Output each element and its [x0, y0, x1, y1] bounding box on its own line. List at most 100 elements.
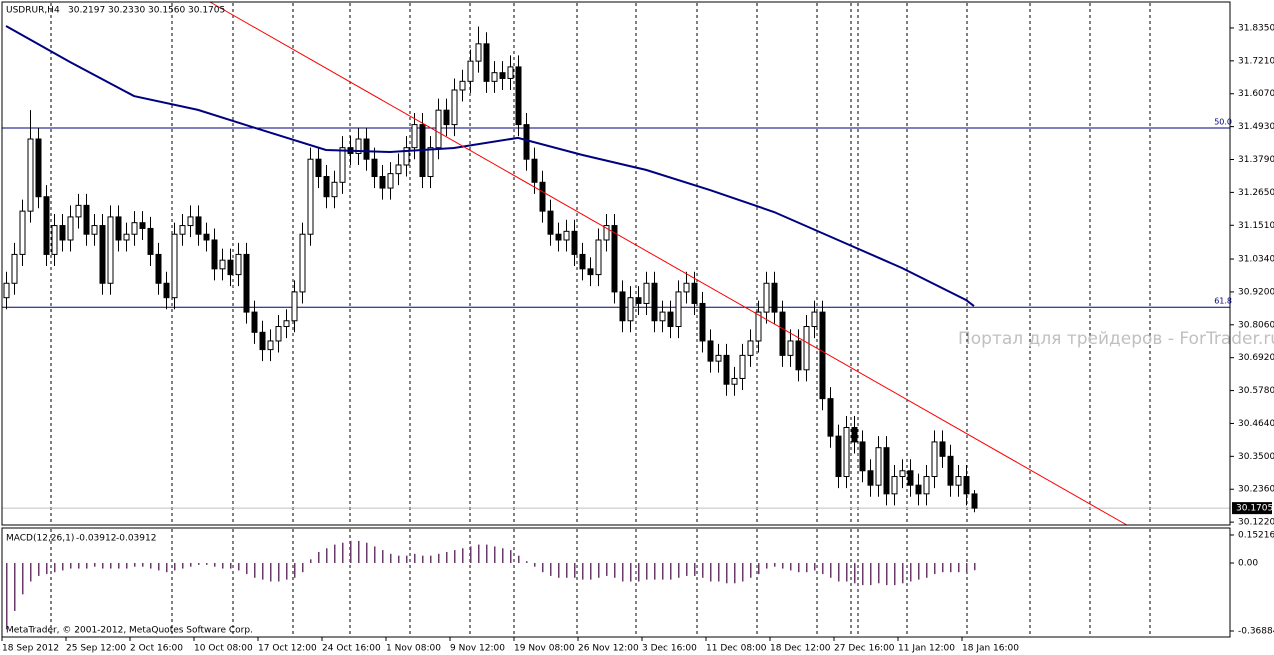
macd-bar [270, 563, 272, 582]
candle-body [187, 216, 194, 227]
candle-body [203, 233, 210, 241]
macd-bar [470, 546, 472, 564]
candle-body [467, 60, 474, 82]
macd-bar [398, 555, 400, 564]
candle-body [491, 72, 498, 82]
macd-bar [614, 563, 616, 578]
y-tick-label: 30.4640 [1238, 419, 1274, 429]
candle-body [267, 340, 274, 351]
x-tick-label: 25 Sep 12:00 [66, 644, 126, 654]
candle-body [651, 282, 658, 322]
y-tick-label: 30.3500 [1238, 452, 1274, 462]
candle-body [571, 230, 578, 255]
macd-bar [286, 563, 288, 580]
macd-bar [390, 553, 392, 564]
candle-body [667, 311, 674, 328]
fibo-level-label: 61.8 [1214, 297, 1232, 306]
macd-bar [30, 563, 32, 582]
macd-bar [6, 563, 8, 630]
macd-bar [902, 563, 904, 584]
macd-bar [86, 563, 88, 569]
candle-body [547, 210, 554, 235]
macd-bar [366, 542, 368, 564]
y-tick-label: 30.6920 [1238, 353, 1274, 363]
trend-line [209, 1, 1128, 526]
macd-bar [358, 540, 360, 564]
macd-bar [870, 563, 872, 586]
candle-body [83, 204, 90, 235]
candle-body [451, 89, 458, 126]
candle-body [275, 326, 282, 342]
macd-bar [422, 555, 424, 564]
candle-body [51, 225, 58, 255]
macd-bar [70, 563, 72, 569]
macd-bar [310, 559, 312, 564]
macd-bar [646, 563, 648, 580]
macd-bar [558, 563, 560, 578]
candle-body [411, 124, 418, 149]
x-tick-label: 24 Oct 16:00 [322, 644, 381, 654]
y-tick-label: 30.8060 [1238, 320, 1274, 330]
y-tick-label: 31.6070 [1238, 89, 1274, 99]
macd-bar [886, 563, 888, 586]
candle-body [843, 426, 850, 478]
candle-body [811, 311, 818, 328]
candle-body [699, 302, 706, 342]
macd-bar [294, 563, 296, 578]
candle-body [627, 297, 634, 322]
macd-bar [806, 563, 808, 573]
macd-bar [542, 563, 544, 573]
x-tick-label: 19 Nov 08:00 [514, 644, 575, 654]
macd-bar [62, 563, 64, 571]
macd-bar [974, 563, 976, 571]
macd-bar [190, 563, 192, 567]
candle-body [443, 109, 450, 126]
candle-body [427, 147, 434, 178]
candle-body [747, 340, 754, 356]
macd-bar [142, 563, 144, 567]
ohlc-label: 30.1560 [148, 6, 185, 16]
candle-body [123, 233, 130, 241]
macd-bar [766, 563, 768, 569]
macd-bar [246, 563, 248, 575]
candle-body [595, 239, 602, 276]
candle-body [715, 354, 722, 362]
macd-bar [318, 551, 320, 564]
candle-body [851, 426, 858, 443]
macd-bar [214, 563, 216, 567]
x-tick-label: 17 Oct 12:00 [258, 644, 317, 654]
macd-bar [958, 563, 960, 573]
candle-body [955, 476, 962, 486]
watermark: Портал для трейдеров - ForTrader.ru [958, 329, 1274, 349]
macd-bar [862, 563, 864, 586]
ohlc-label: 30.2330 [108, 6, 145, 16]
macd-bar [118, 563, 120, 569]
macd-bar [582, 563, 584, 580]
macd-bar [134, 563, 136, 567]
candle-body [219, 259, 226, 270]
macd-bar [382, 550, 384, 564]
candle-body [531, 158, 538, 183]
candle-body [139, 222, 146, 229]
macd-bar [598, 563, 600, 578]
x-tick-label: 26 Nov 12:00 [578, 644, 639, 654]
candle-body [251, 311, 258, 333]
candle-body [283, 320, 290, 328]
candle-body [723, 354, 730, 385]
candle-body [779, 311, 786, 356]
y-tick-label: 30.1220 [1238, 518, 1274, 528]
macd-bar [38, 563, 40, 576]
candle-body [131, 222, 138, 235]
y-tick-label: 30.5780 [1238, 386, 1274, 396]
candle-body [27, 138, 34, 212]
candle-body [59, 225, 66, 241]
candle-body [963, 476, 970, 495]
macd-bar [350, 540, 352, 564]
candle-body [331, 181, 338, 198]
macd-bar [702, 563, 704, 578]
x-tick-label: 9 Nov 12:00 [450, 644, 505, 654]
price-frame [1, 1, 1231, 526]
candle-body [67, 216, 74, 241]
candle-body [659, 311, 666, 322]
